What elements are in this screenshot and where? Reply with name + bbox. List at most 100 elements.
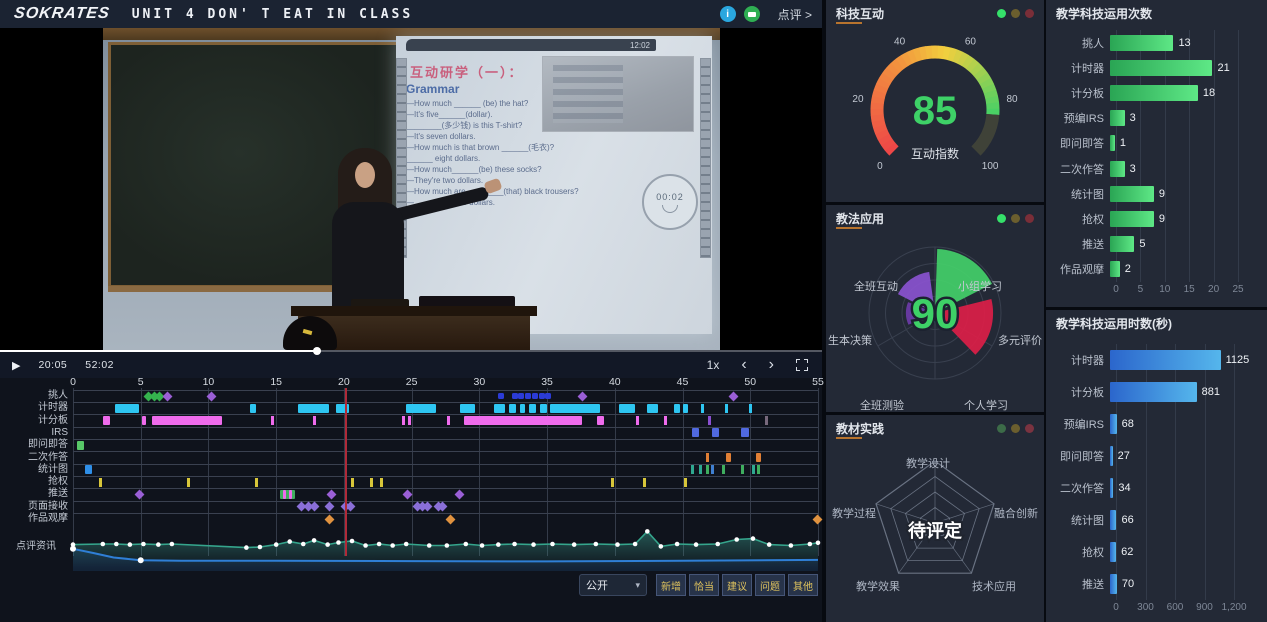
- timeline-item[interactable]: [407, 416, 411, 426]
- timeline-item[interactable]: [350, 477, 354, 487]
- play-button[interactable]: ▶: [12, 359, 21, 372]
- timeline-item[interactable]: [114, 403, 140, 413]
- timeline-item[interactable]: [326, 489, 337, 500]
- timeline-item[interactable]: [577, 391, 588, 401]
- timeline-item[interactable]: [250, 403, 256, 413]
- comment-type-button[interactable]: 其他: [788, 574, 818, 596]
- timeline-item[interactable]: [402, 416, 406, 426]
- timeline-item[interactable]: [134, 489, 145, 500]
- timeline-item[interactable]: [454, 489, 464, 500]
- timeline-item[interactable]: [692, 428, 699, 438]
- timeline-item[interactable]: [254, 477, 258, 487]
- timeline-item[interactable]: [270, 416, 274, 426]
- timeline-item[interactable]: [724, 403, 728, 413]
- timeline-item[interactable]: [725, 453, 732, 462]
- timeline-item[interactable]: [422, 501, 433, 512]
- timeline-item[interactable]: [380, 477, 384, 487]
- playback-speed-button[interactable]: 1x: [706, 358, 720, 372]
- timeline-item[interactable]: [682, 403, 688, 413]
- timeline-item[interactable]: [494, 403, 506, 413]
- timeline-item[interactable]: [102, 416, 110, 426]
- timeline-item[interactable]: [545, 393, 552, 399]
- fullscreen-button[interactable]: [796, 359, 808, 371]
- timeline-item[interactable]: [683, 477, 687, 487]
- timeline-item[interactable]: [282, 489, 287, 499]
- timeline-item[interactable]: [369, 477, 373, 487]
- timeline-item[interactable]: [757, 465, 761, 475]
- bar-row: 预编IRS 68: [1046, 408, 1267, 440]
- visibility-select[interactable]: 公开 ▾: [579, 574, 647, 596]
- video-progress-bar[interactable]: [0, 347, 822, 355]
- timeline-item[interactable]: [740, 428, 749, 438]
- timeline-item[interactable]: [85, 465, 92, 475]
- timeline-item[interactable]: [151, 416, 222, 426]
- timeline-item[interactable]: [98, 477, 102, 487]
- timeline-item[interactable]: [643, 477, 647, 487]
- next-button[interactable]: ›: [768, 356, 774, 373]
- timeline-item[interactable]: [540, 403, 548, 413]
- timeline-item[interactable]: [511, 393, 518, 399]
- comment-type-button[interactable]: 新增: [656, 574, 686, 596]
- timeline-item[interactable]: [324, 514, 334, 524]
- timeline-item[interactable]: [142, 416, 147, 426]
- timeline-item[interactable]: [531, 393, 538, 399]
- timeline-item[interactable]: [289, 489, 293, 499]
- svg-text:40: 40: [894, 37, 906, 48]
- timeline-item[interactable]: [740, 465, 744, 475]
- timeline-item[interactable]: [618, 403, 636, 413]
- timeline-item[interactable]: [162, 391, 173, 401]
- timeline-item[interactable]: [519, 403, 526, 413]
- timeline-item[interactable]: [708, 416, 712, 426]
- timeline-item[interactable]: [549, 403, 600, 413]
- timeline-item[interactable]: [751, 465, 755, 475]
- timeline-item[interactable]: [705, 453, 709, 462]
- video-player[interactable]: 12:02 互动研学（一）： Grammar —How much ______ …: [0, 28, 822, 350]
- timeline-item[interactable]: [597, 416, 604, 426]
- review-link[interactable]: 点评 >: [777, 7, 812, 22]
- timeline-item[interactable]: [721, 465, 725, 475]
- timeline-item[interactable]: [610, 477, 614, 487]
- timeline-item[interactable]: [765, 416, 769, 426]
- timeline-item[interactable]: [525, 393, 532, 399]
- timeline-item[interactable]: [710, 465, 714, 475]
- video-progress-knob[interactable]: [313, 347, 322, 355]
- radar-chart: 待评定: [826, 441, 1044, 617]
- timeline-item[interactable]: [698, 465, 702, 475]
- timeline-item[interactable]: [446, 416, 450, 426]
- timeline-item[interactable]: [297, 403, 329, 413]
- timeline-item[interactable]: [712, 428, 720, 438]
- info-icon[interactable]: i: [719, 6, 736, 22]
- timeline-item[interactable]: [690, 465, 694, 475]
- timeline-item[interactable]: [280, 489, 296, 499]
- timeline-item[interactable]: [445, 514, 456, 524]
- chat-icon[interactable]: [743, 6, 760, 22]
- timeline-item[interactable]: [813, 514, 823, 524]
- timeline-item[interactable]: [335, 403, 350, 413]
- comment-type-button[interactable]: 问题: [755, 574, 785, 596]
- timeline-item[interactable]: [186, 477, 190, 487]
- timeline-item[interactable]: [701, 403, 705, 413]
- timeline-item[interactable]: [77, 440, 84, 450]
- timeline-item[interactable]: [538, 393, 545, 399]
- timeline-item[interactable]: [529, 403, 537, 413]
- timeline-item[interactable]: [705, 465, 709, 475]
- timeline-item[interactable]: [464, 416, 583, 426]
- timeline-item[interactable]: [636, 416, 640, 426]
- timeline-item[interactable]: [460, 403, 476, 413]
- comment-type-button[interactable]: 恰当: [689, 574, 719, 596]
- timeline-item[interactable]: [755, 453, 762, 462]
- timeline-item[interactable]: [498, 393, 505, 399]
- timeline-item[interactable]: [663, 416, 667, 426]
- playhead-marker[interactable]: [345, 388, 348, 556]
- timeline-item[interactable]: [312, 416, 316, 426]
- previous-button[interactable]: ‹: [741, 356, 747, 373]
- timeline-item[interactable]: [406, 403, 436, 413]
- timeline-item[interactable]: [729, 391, 739, 401]
- comment-type-button[interactable]: 建议: [722, 574, 752, 596]
- timeline-item[interactable]: [324, 501, 334, 512]
- timeline-item[interactable]: [674, 403, 680, 413]
- timeline-item[interactable]: [518, 393, 525, 399]
- timeline-item[interactable]: [748, 403, 752, 413]
- timeline-item[interactable]: [647, 403, 659, 413]
- timeline-item[interactable]: [509, 403, 516, 413]
